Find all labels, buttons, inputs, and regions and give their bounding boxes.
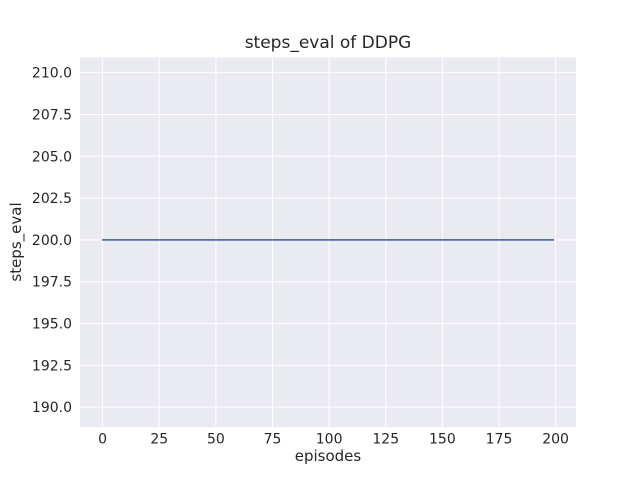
y-tick-label: 202.5 [32,191,72,207]
x-tick-label: 125 [372,432,399,448]
y-tick-label: 205.0 [32,149,72,165]
y-axis-label: steps_eval [7,202,25,282]
y-tick-label: 197.5 [32,275,72,291]
x-tick-label: 100 [316,432,343,448]
y-tick-label: 200.0 [32,233,72,249]
plot-background [80,57,576,428]
y-tick-label: 195.0 [32,317,72,333]
x-tick-label: 75 [264,432,282,448]
x-tick-label: 200 [542,432,569,448]
y-tick-label: 210.0 [32,66,72,82]
y-tick-label: 192.5 [32,358,72,374]
y-tick-label: 190.0 [32,400,72,416]
y-tick-label: 207.5 [32,107,72,123]
x-tick-label: 0 [98,432,107,448]
x-tick-label: 150 [429,432,456,448]
x-tick-label: 25 [150,432,168,448]
x-tick-label: 50 [207,432,225,448]
x-tick-label: 175 [486,432,513,448]
x-axis-label: episodes [294,447,362,465]
chart-title: steps_eval of DDPG [244,33,412,53]
